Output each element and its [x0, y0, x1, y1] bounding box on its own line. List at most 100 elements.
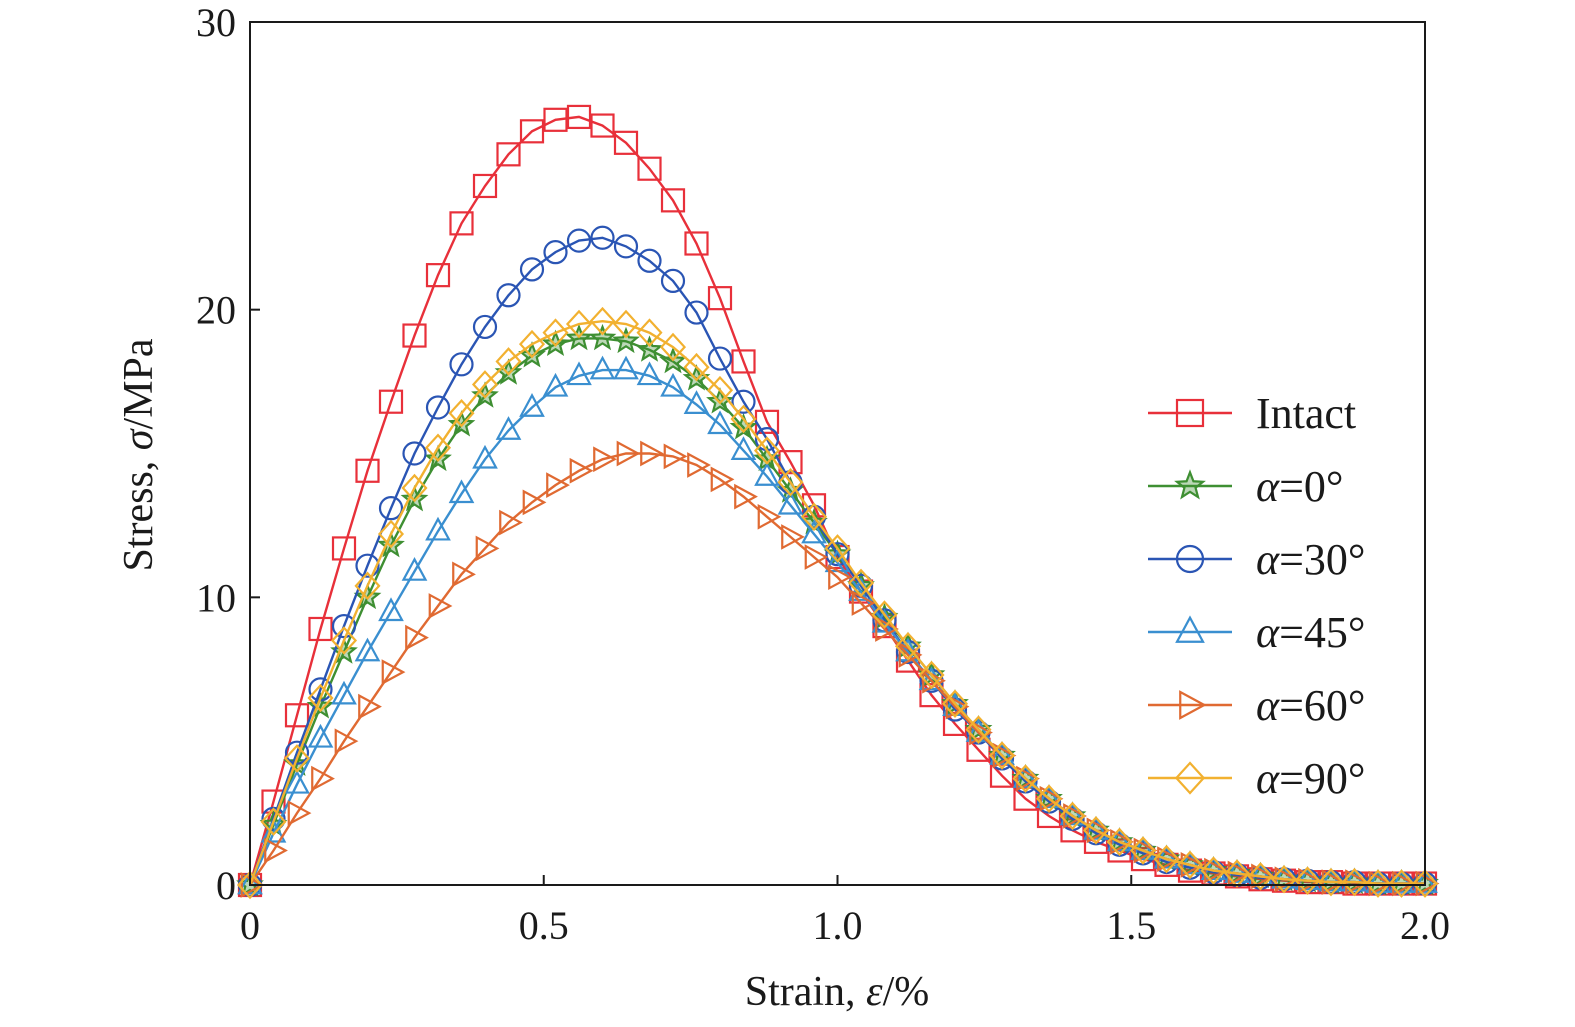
x-tick-label: 0.5: [519, 903, 569, 948]
data-point: [401, 473, 428, 503]
data-point: [684, 300, 709, 325]
legend-marker: [1175, 398, 1205, 428]
data-point: [636, 318, 663, 347]
data-point: [475, 535, 500, 562]
data-point: [448, 479, 475, 504]
legend-marker: [1174, 761, 1206, 795]
y-tick-label: 30: [196, 0, 236, 45]
data-point: [1129, 836, 1157, 865]
data-point: [565, 309, 593, 339]
data-point: [236, 870, 264, 900]
data-point: [519, 257, 545, 282]
data-point: [1200, 856, 1227, 885]
data-point: [1176, 850, 1204, 880]
data-point: [358, 693, 382, 720]
data-point: [377, 530, 405, 558]
data-point: [731, 349, 756, 374]
y-tick-label: 0: [216, 863, 236, 908]
data-point: [1365, 869, 1391, 893]
data-point: [875, 616, 899, 642]
data-point: [425, 516, 451, 541]
data-point: [311, 765, 335, 792]
data-point: [284, 740, 310, 765]
y-axis-label: Stress, σ/MPa: [116, 338, 162, 571]
data-point: [1059, 801, 1086, 826]
tick-layer: 0 0.5 1.0 1.5 2.0 0 10 20 30: [196, 0, 1450, 948]
data-point: [1133, 837, 1158, 864]
data-point: [546, 472, 570, 498]
series-line: [248, 319, 1425, 886]
legend-entry: α=90°: [1148, 754, 1366, 803]
data-point: [589, 355, 616, 380]
data-point: [1110, 829, 1134, 855]
data-point: [1059, 801, 1086, 831]
data-point: [353, 582, 382, 610]
data-point: [496, 142, 521, 167]
data-point: [330, 626, 358, 655]
data-point: [1036, 784, 1062, 809]
data-point: [637, 156, 662, 181]
data-point: [1224, 859, 1250, 883]
data-point: [941, 689, 969, 719]
data-point: [1271, 864, 1297, 889]
data-point: [472, 173, 498, 199]
data-point: [355, 553, 380, 578]
data-point: [707, 346, 733, 371]
data-point: [402, 441, 427, 466]
series-line: [248, 337, 1425, 886]
data-point: [424, 433, 452, 463]
data-point: [1341, 867, 1368, 897]
data-point: [449, 352, 474, 377]
data-point: [613, 355, 639, 380]
data-point: [824, 534, 851, 563]
data-point: [1318, 867, 1344, 892]
data-point: [447, 410, 476, 437]
data-point: [428, 593, 453, 619]
series-line: [248, 115, 1425, 886]
data-point: [847, 568, 875, 598]
data-point: [405, 624, 429, 651]
data-point: [424, 444, 452, 472]
data-point: [757, 503, 782, 530]
data-point: [636, 361, 663, 386]
x-tick-label: 0: [240, 903, 260, 948]
data-point: [264, 837, 288, 864]
data-point: [988, 741, 1016, 770]
data-point: [616, 440, 641, 467]
data-point: [965, 715, 992, 744]
legend-marker: [1174, 469, 1206, 500]
data-point: [237, 870, 263, 895]
data-point: [1223, 859, 1251, 888]
data-point: [260, 818, 287, 843]
data-point: [331, 613, 357, 639]
data-point: [284, 769, 310, 794]
data-point: [542, 372, 569, 397]
data-point: [425, 263, 451, 288]
data-point: [448, 398, 475, 428]
data-point: [542, 318, 569, 347]
data-point: [260, 807, 287, 836]
data-point: [687, 452, 711, 478]
data-point: [684, 231, 709, 256]
legend-label: α=30°: [1256, 535, 1366, 584]
data-point: [1086, 817, 1111, 844]
data-point: [495, 347, 522, 376]
data-point: [660, 372, 686, 397]
data-point: [640, 440, 664, 467]
series-layer: [236, 104, 1440, 900]
data-point: [588, 323, 617, 351]
data-point: [401, 557, 428, 581]
y-tick-label: 20: [196, 288, 236, 333]
data-point: [707, 410, 733, 435]
data-point: [851, 590, 876, 616]
legend: Intact α=0° α=30° α=45° α=60° α=90°: [1148, 389, 1366, 803]
data-point: [519, 119, 545, 144]
data-point: [1063, 803, 1087, 829]
data-point: [425, 395, 451, 420]
data-point: [377, 519, 405, 549]
data-point: [471, 381, 499, 408]
data-point: [541, 329, 570, 357]
data-point: [1204, 857, 1228, 884]
data-point: [804, 544, 829, 570]
